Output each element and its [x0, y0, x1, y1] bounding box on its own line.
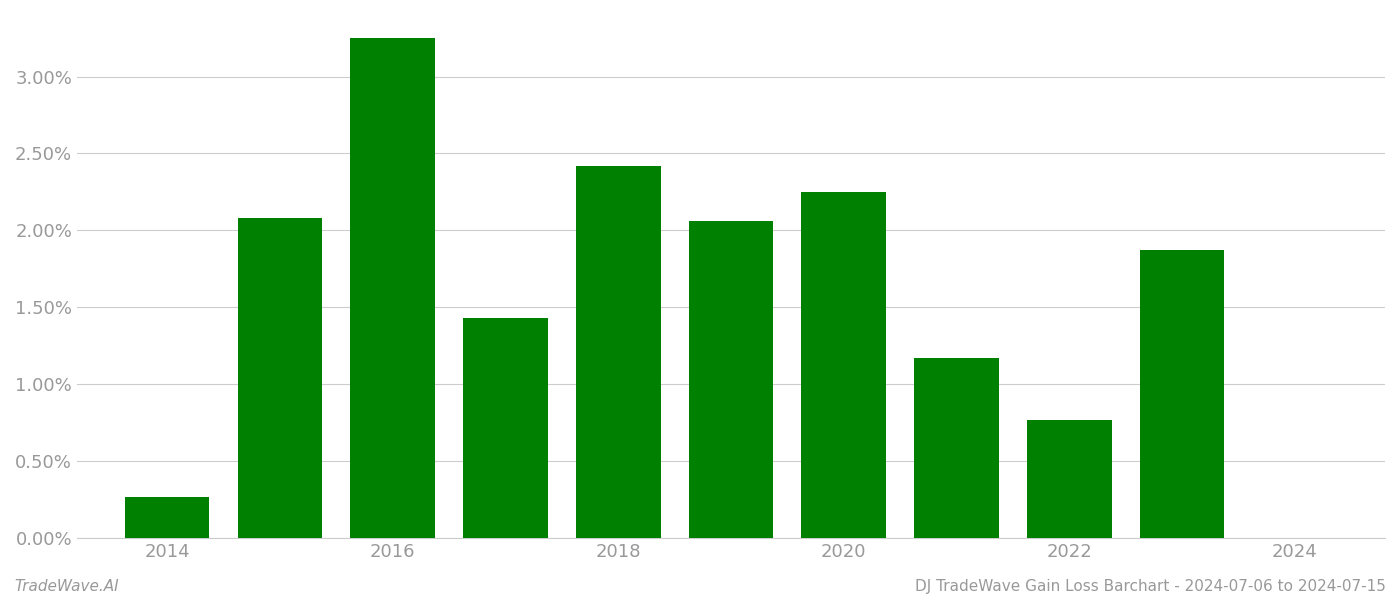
Bar: [914, 358, 998, 538]
Bar: [125, 497, 210, 538]
Bar: [463, 318, 547, 538]
Text: DJ TradeWave Gain Loss Barchart - 2024-07-06 to 2024-07-15: DJ TradeWave Gain Loss Barchart - 2024-0…: [916, 579, 1386, 594]
Bar: [1028, 419, 1112, 538]
Bar: [1140, 250, 1225, 538]
Bar: [238, 218, 322, 538]
Text: TradeWave.AI: TradeWave.AI: [14, 579, 119, 594]
Bar: [801, 192, 886, 538]
Bar: [350, 38, 435, 538]
Bar: [689, 221, 773, 538]
Bar: [575, 166, 661, 538]
